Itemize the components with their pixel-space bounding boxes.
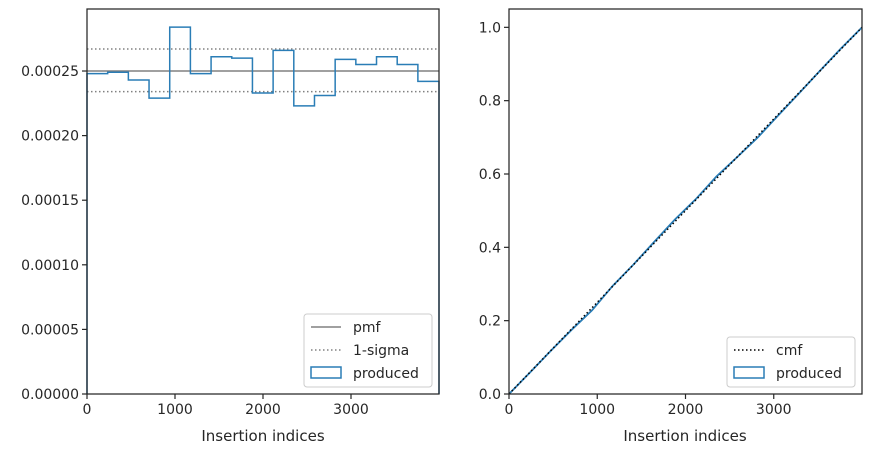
cmf-legend-produced-swatch bbox=[733, 366, 765, 379]
cmf-chart-legend: cmf produced bbox=[726, 336, 856, 388]
pmf-ytick-label: 0.00000 bbox=[21, 387, 79, 403]
pmf-xtick-label: 0 bbox=[83, 402, 92, 418]
cmf-chart-xlabel: Insertion indices bbox=[623, 427, 746, 445]
pmf-ytick-label: 0.00010 bbox=[21, 258, 79, 274]
cmf-ytick-label: 0.6 bbox=[479, 167, 501, 183]
cmf-chart-marks bbox=[508, 26, 863, 395]
cmf-ytick-label: 0.0 bbox=[479, 387, 501, 403]
cmf-legend-produced-label: produced bbox=[776, 366, 842, 382]
pmf-legend-produced-swatch bbox=[310, 366, 342, 379]
cmf-xtick-label: 3000 bbox=[756, 402, 792, 418]
pmf-xtick-label: 1000 bbox=[157, 402, 193, 418]
produced-histogram-step bbox=[86, 26, 440, 394]
cmf-ytick-label: 1.0 bbox=[479, 20, 501, 36]
pmf-xtick-label: 3000 bbox=[333, 402, 369, 418]
pmf-ytick-label: 0.00025 bbox=[21, 64, 79, 80]
cmf-ytick-label: 0.8 bbox=[479, 94, 501, 110]
pmf-xtick-label: 2000 bbox=[245, 402, 281, 418]
cmf-ytick-label: 0.4 bbox=[479, 240, 501, 256]
pmf-legend-produced-label: produced bbox=[353, 366, 419, 382]
cmf-xtick-label: 2000 bbox=[668, 402, 704, 418]
pmf-ytick-label: 0.00015 bbox=[21, 193, 79, 209]
pmf-legend-frame bbox=[303, 313, 433, 388]
cmf-ytick-label: 0.2 bbox=[479, 314, 501, 330]
cmf-line bbox=[508, 26, 863, 395]
cmf-chart-ticks: 0 1000 2000 3000 0.0 0.2 0.4 0.6 0.8 1.0 bbox=[479, 20, 792, 418]
pmf-legend-pmf-label: pmf bbox=[353, 320, 382, 336]
pmf-chart-panel: 0 1000 2000 3000 0.00000 0.00005 0.00010 0.0001… bbox=[21, 8, 440, 445]
pmf-chart-xlabel: Insertion indices bbox=[201, 427, 324, 445]
pmf-legend-sigma-label: 1-sigma bbox=[353, 343, 409, 359]
pmf-ytick-label: 0.00005 bbox=[21, 322, 79, 338]
pmf-chart-marks bbox=[86, 26, 440, 394]
pmf-chart-ticks: 0 1000 2000 3000 0.00000 0.00005 0.00010 0.0001… bbox=[21, 64, 369, 418]
cmf-xtick-label: 1000 bbox=[579, 402, 615, 418]
pmf-chart-legend: pmf 1-sigma produced bbox=[303, 313, 433, 388]
cmf-legend-cmf-label: cmf bbox=[776, 343, 803, 359]
cmf-chart-panel: 0 1000 2000 3000 0.0 0.2 0.4 0.6 0.8 1.0 Insertio… bbox=[479, 8, 863, 445]
pmf-ytick-label: 0.00020 bbox=[21, 129, 79, 145]
cmf-xtick-label: 0 bbox=[505, 402, 514, 418]
